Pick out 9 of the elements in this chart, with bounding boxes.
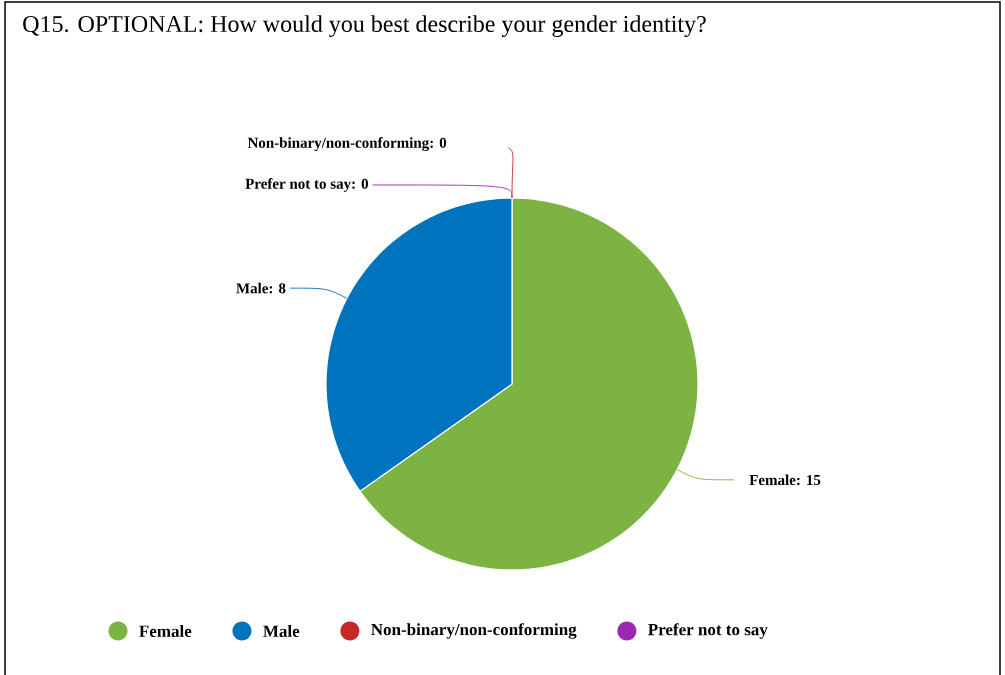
legend-label: Non-binary/non-conforming <box>371 623 577 639</box>
chart-title: Q15. OPTIONAL: How would you best describe your gender identity? <box>23 15 706 38</box>
data-label: Male: 8 <box>236 282 286 294</box>
legend-label: Prefer not to say <box>648 623 768 639</box>
text: Non-binary/non-conforming: 0 <box>247 137 447 151</box>
legend-label: Male <box>263 625 300 637</box>
text: Prefer not to say: 0 <box>245 178 369 192</box>
legend-label: Female <box>139 625 192 637</box>
data-label: Female: 15 <box>749 474 821 486</box>
